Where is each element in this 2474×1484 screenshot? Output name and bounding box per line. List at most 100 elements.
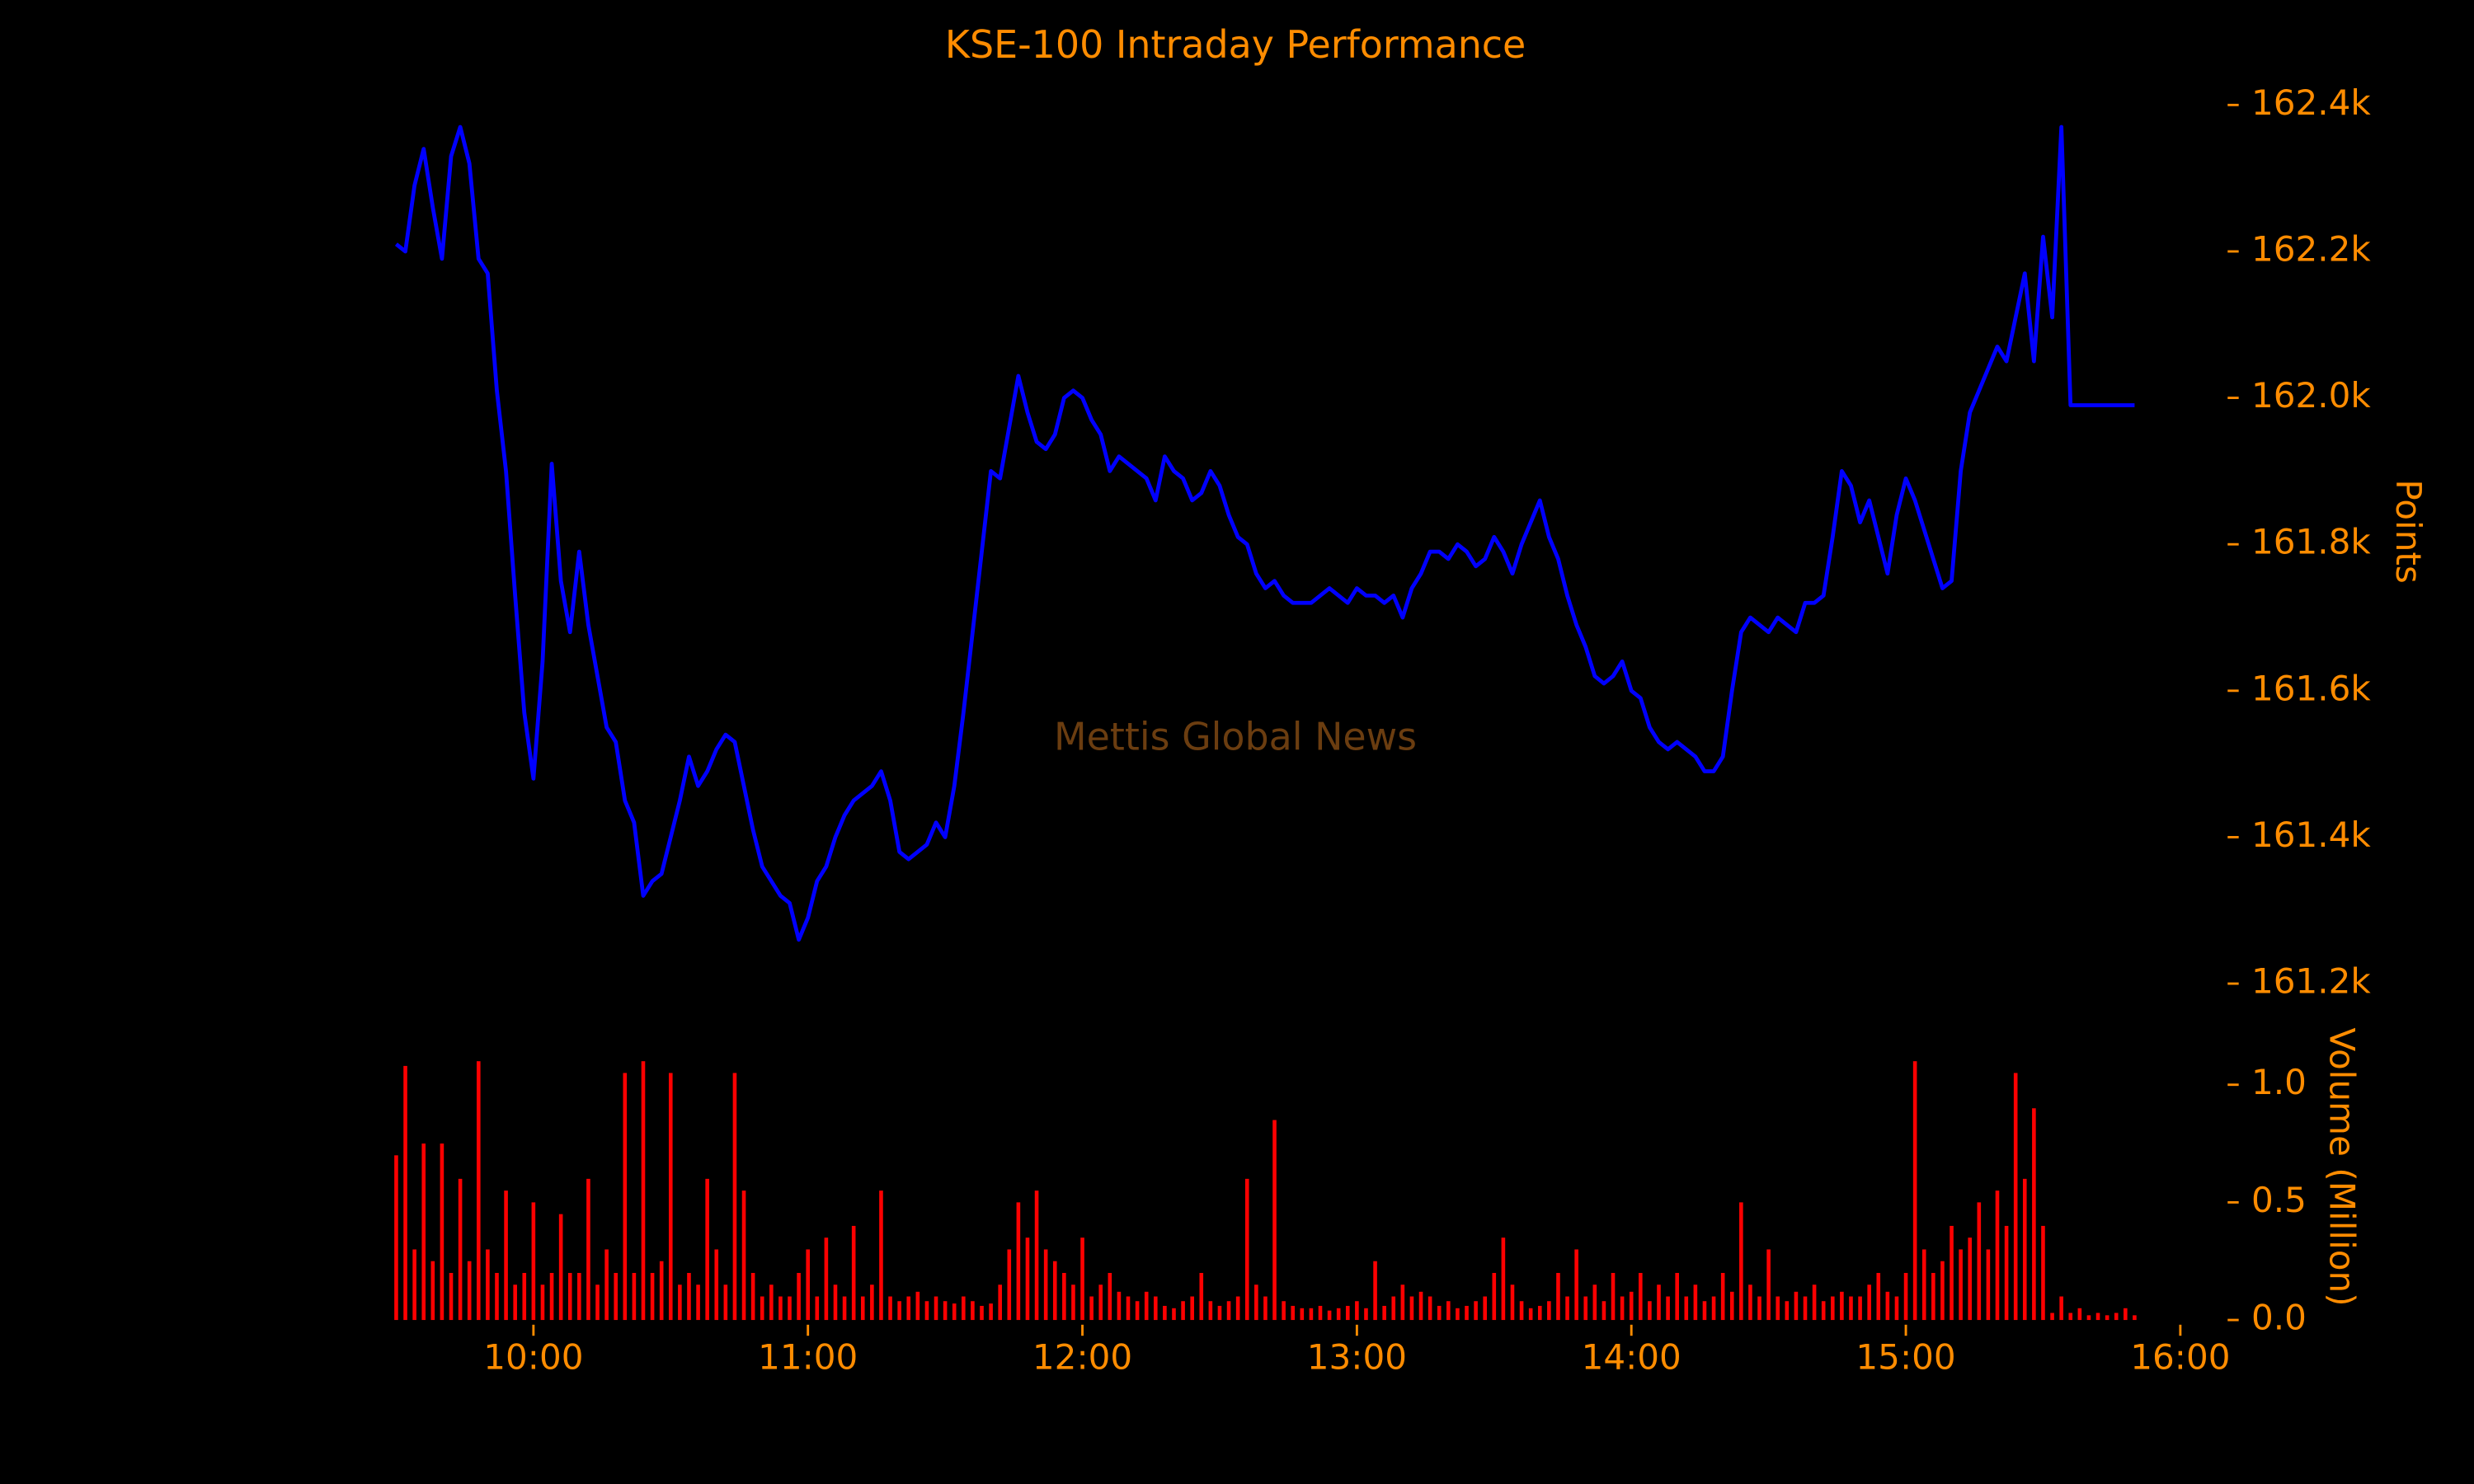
y2-axis-label: Volume (Million) — [2322, 1027, 2363, 1306]
volume-bar — [513, 1284, 517, 1321]
y-tick-label: 162.0k — [2251, 375, 2371, 416]
volume-bar — [1007, 1249, 1012, 1321]
volume-bar — [1409, 1296, 1414, 1321]
volume-bar — [1556, 1272, 1560, 1321]
volume-bar — [1885, 1291, 1890, 1321]
volume-bar — [1757, 1296, 1761, 1321]
volume-bar — [1867, 1284, 1871, 1321]
volume-bar — [477, 1061, 481, 1321]
volume-bar — [732, 1073, 737, 1321]
volume-bar — [1052, 1261, 1057, 1321]
volume-bar — [1327, 1310, 1332, 1321]
volume-bar — [962, 1296, 966, 1321]
volume-bar — [769, 1284, 774, 1321]
volume-bar — [1547, 1301, 1551, 1321]
volume-bar — [687, 1272, 691, 1321]
volume-bar — [2114, 1313, 2119, 1321]
volume-bar — [1766, 1249, 1771, 1321]
volume-bar — [1894, 1296, 1899, 1321]
volume-bar — [1144, 1291, 1149, 1321]
volume-bar — [1282, 1301, 1286, 1321]
volume-bar — [650, 1272, 655, 1321]
volume-bar — [1400, 1284, 1405, 1321]
volume-bar — [1318, 1305, 1323, 1321]
volume-bar — [1016, 1202, 1021, 1321]
volume-bar — [486, 1249, 490, 1321]
volume-bar — [833, 1284, 838, 1321]
x-tick-label: 15:00 — [1856, 1336, 1955, 1377]
volume-bar — [1592, 1284, 1597, 1321]
watermark: Mettis Global News — [1054, 715, 1417, 759]
volume-bar — [1748, 1284, 1752, 1321]
volume-bar — [412, 1249, 416, 1321]
volume-bar — [1391, 1296, 1396, 1321]
volume-bar — [1437, 1305, 1442, 1321]
volume-bar — [1254, 1284, 1258, 1321]
volume-bar — [1235, 1296, 1240, 1321]
volume-bar — [1565, 1296, 1569, 1321]
volume-bar — [952, 1303, 957, 1321]
volume-bar — [403, 1065, 407, 1321]
volume-bar — [1474, 1301, 1478, 1321]
volume-bar — [604, 1249, 609, 1321]
volume-bar — [1034, 1190, 1039, 1321]
x-tick-label: 10:00 — [483, 1336, 583, 1377]
volume-bar — [531, 1202, 536, 1321]
volume-bar — [1492, 1272, 1497, 1321]
volume-bar — [577, 1272, 581, 1321]
volume-bar — [879, 1190, 883, 1321]
volume-bar — [394, 1155, 398, 1321]
volume-bar — [897, 1301, 901, 1321]
volume-bar — [1519, 1301, 1524, 1321]
volume-bar — [540, 1284, 545, 1321]
volume-bar — [1785, 1301, 1790, 1321]
volume-bar — [1364, 1308, 1368, 1321]
volume-bar — [522, 1272, 527, 1321]
volume-bar — [586, 1178, 590, 1321]
volume-bar — [1098, 1284, 1103, 1321]
volume-bar — [1272, 1120, 1277, 1321]
volume-bar — [1903, 1272, 1908, 1321]
volume-bar — [1657, 1284, 1661, 1321]
volume-bar — [2077, 1308, 2082, 1321]
volume-bar — [1876, 1272, 1881, 1321]
volume-bar — [806, 1249, 810, 1321]
volume-bar — [750, 1272, 755, 1321]
volume-bar — [1172, 1308, 1176, 1321]
volume-bar — [860, 1296, 865, 1321]
volume-bar — [2133, 1315, 2137, 1321]
volume-bar — [1968, 1237, 1973, 1321]
volume-bar — [1921, 1249, 1926, 1321]
volume-bar — [741, 1190, 746, 1321]
volume-bar — [2032, 1108, 2036, 1321]
volume-bar — [1803, 1296, 1808, 1321]
volume-bar — [915, 1291, 920, 1321]
volume-bar — [1135, 1301, 1140, 1321]
volume-bar — [1154, 1296, 1158, 1321]
volume-bar — [1950, 1225, 1954, 1321]
x-tick-label: 14:00 — [1582, 1336, 1681, 1377]
x-tick-label: 16:00 — [2130, 1336, 2230, 1377]
volume-bar — [2086, 1315, 2091, 1321]
volume-bar — [1062, 1272, 1066, 1321]
volume-bar — [1244, 1178, 1249, 1321]
volume-bar — [449, 1272, 454, 1321]
volume-bar — [1977, 1202, 1982, 1321]
volume-bar — [851, 1225, 856, 1321]
volume-bar — [2124, 1308, 2128, 1321]
volume-bar — [1427, 1296, 1432, 1321]
volume-bar — [1940, 1261, 1945, 1321]
volume-bar — [1025, 1237, 1030, 1321]
volume-bar — [1089, 1296, 1094, 1321]
price-line — [394, 124, 2135, 942]
volume-bar — [1849, 1296, 1853, 1321]
y-tick-label: 162.4k — [2251, 82, 2371, 123]
volume-bar — [1080, 1237, 1084, 1321]
volume-bar — [2059, 1296, 2063, 1321]
volume-bar — [440, 1144, 444, 1321]
volume-bar — [504, 1190, 508, 1321]
volume-bar — [1043, 1249, 1048, 1321]
volume-bar — [1117, 1291, 1122, 1321]
volume-bar — [1336, 1308, 1341, 1321]
